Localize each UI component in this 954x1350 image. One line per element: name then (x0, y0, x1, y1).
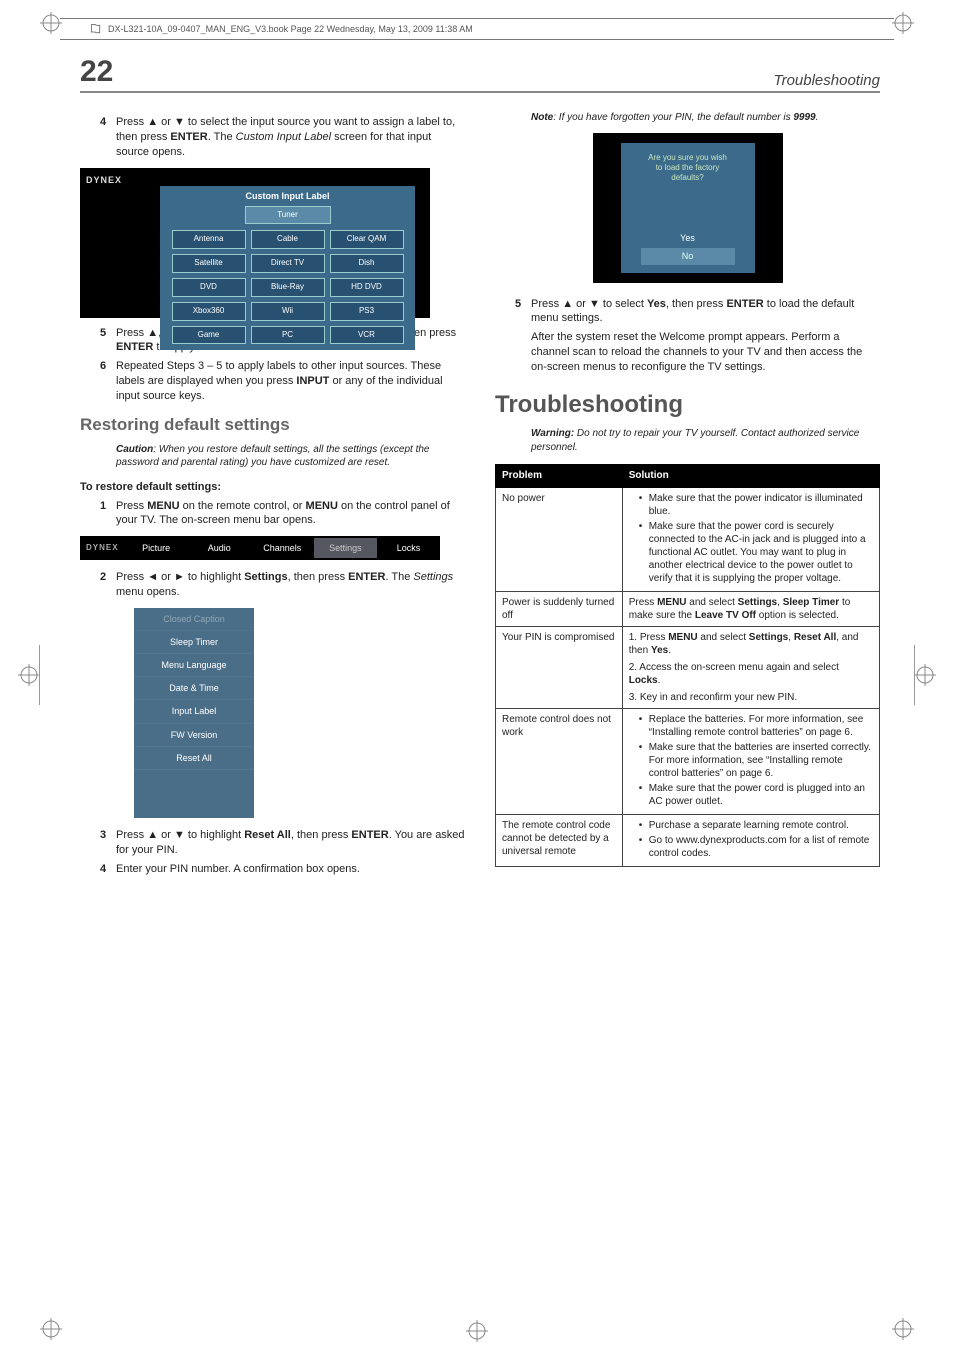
restoring-heading: Restoring default settings (80, 414, 465, 437)
troubleshooting-table: Problem Solution No powerMake sure that … (495, 464, 880, 867)
osd-logo: DYNEX (80, 543, 125, 554)
restore-step-4-text: Enter your PIN number. A confirmation bo… (116, 862, 465, 877)
book-icon (90, 23, 102, 35)
osd-label-cell: Game (172, 326, 246, 345)
table-row: No powerMake sure that the power indicat… (496, 487, 880, 591)
restore-step-4: 4 Enter your PIN number. A confirmation … (100, 862, 465, 877)
confirm-yes: Yes (641, 232, 735, 244)
problem-cell: Your PIN is compromised (496, 626, 623, 708)
print-header-text: DX-L321-10A_09-0407_MAN_ENG_V3.book Page… (108, 24, 473, 34)
running-head: Troubleshooting (774, 72, 880, 89)
crop-mark-icon (40, 1318, 62, 1340)
osd-tab-active: Settings (314, 538, 377, 558)
caution-text: : When you restore default settings, all… (116, 444, 429, 469)
table-row: The remote control code cannot be detect… (496, 814, 880, 866)
osd-label-cell: VCR (330, 326, 404, 345)
warning-note: Warning: Do not try to repair your TV yo… (531, 427, 880, 454)
osd-label-cell: PC (251, 326, 325, 345)
right-step-5-text: Press ▲ or ▼ to select Yes, then press E… (531, 297, 880, 327)
osd-tab: Channels (251, 538, 314, 558)
warning-text: Do not try to repair your TV yourself. C… (531, 428, 859, 453)
osd-title: Custom Input Label (160, 186, 415, 206)
problem-cell: Remote control does not work (496, 708, 623, 814)
osd-menu-item: Closed Caption (134, 608, 254, 631)
solution-cell: Press MENU and select Settings, Sleep Ti… (622, 591, 879, 626)
confirm-no: No (641, 248, 735, 264)
crop-mark-icon (892, 1318, 914, 1340)
solution-cell: Purchase a separate learning remote cont… (622, 814, 879, 866)
screenshot-settings-menu: Closed Caption Sleep Timer Menu Language… (134, 608, 254, 818)
page-header-bar: 22 Troubleshooting (80, 55, 880, 93)
osd-menu-item: Menu Language (134, 654, 254, 677)
note-lead: Note (531, 112, 553, 123)
warning-lead: Warning: (531, 428, 574, 439)
troubleshooting-heading: Troubleshooting (495, 389, 880, 421)
osd-label-cell: Blue-Ray (251, 278, 325, 297)
restore-step-2: 2 Press ◄ or ► to highlight Settings, th… (100, 570, 465, 600)
osd-tab: Locks (377, 538, 440, 558)
problem-cell: The remote control code cannot be detect… (496, 814, 623, 866)
osd-tuner-button: Tuner (245, 206, 331, 225)
restore-step-1: 1 Press MENU on the remote control, or M… (100, 499, 465, 529)
osd-label-grid: Antenna Cable Clear QAM Satellite Direct… (160, 230, 415, 344)
solution-cell: Make sure that the power indicator is il… (622, 487, 879, 591)
restore-step-2-text: Press ◄ or ► to highlight Settings, then… (116, 570, 465, 600)
side-strip (914, 645, 954, 705)
caution-lead: Caution (116, 444, 153, 455)
osd-menu-item: Input Label (134, 700, 254, 723)
osd-menu-item: Reset All (134, 747, 254, 770)
solution-cell: 1. Press MENU and select Settings, Reset… (622, 626, 879, 708)
screenshot-menubar: DYNEX Picture Audio Channels Settings Lo… (80, 536, 440, 560)
print-header-line: DX-L321-10A_09-0407_MAN_ENG_V3.book Page… (60, 18, 894, 40)
osd-tab: Audio (188, 538, 251, 558)
to-restore-heading: To restore default settings: (80, 480, 465, 495)
table-head-solution: Solution (622, 465, 879, 488)
osd-menu-item: Date & Time (134, 677, 254, 700)
side-strip (0, 645, 40, 705)
osd-logo: DYNEX (86, 174, 122, 186)
crop-mark-icon (892, 12, 914, 34)
osd-label-cell: Wii (251, 302, 325, 321)
osd-label-cell: Cable (251, 230, 325, 249)
osd-label-cell: Dish (330, 254, 404, 273)
step-4: 4 Press ▲ or ▼ to select the input sourc… (100, 115, 465, 160)
osd-label-cell: PS3 (330, 302, 404, 321)
crop-mark-icon (40, 12, 62, 34)
page-body: 22 Troubleshooting 4 Press ▲ or ▼ to sel… (80, 55, 880, 880)
crop-mark-icon (466, 1320, 488, 1342)
screenshot-confirm-dialog: Are you sure you wish to load the factor… (593, 133, 783, 283)
restore-step-3: 3 Press ▲ or ▼ to highlight Reset All, t… (100, 828, 465, 858)
osd-label-cell: Xbox360 (172, 302, 246, 321)
osd-menu-item: Sleep Timer (134, 631, 254, 654)
table-head-problem: Problem (496, 465, 623, 488)
page-number: 22 (80, 55, 113, 89)
step-6-text: Repeated Steps 3 – 5 to apply labels to … (116, 359, 465, 404)
solution-cell: Replace the batteries. For more informat… (622, 708, 879, 814)
osd-label-cell: Direct TV (251, 254, 325, 273)
osd-label-cell: DVD (172, 278, 246, 297)
step-4-text: Press ▲ or ▼ to select the input source … (116, 115, 465, 160)
restore-step-3-text: Press ▲ or ▼ to highlight Reset All, the… (116, 828, 465, 858)
osd-label-cell: HD DVD (330, 278, 404, 297)
note-line: Note: If you have forgotten your PIN, th… (531, 111, 880, 125)
table-row: Remote control does not workReplace the … (496, 708, 880, 814)
osd-label-cell: Antenna (172, 230, 246, 249)
right-step-5-cont: After the system reset the Welcome promp… (531, 330, 880, 375)
osd-tab: Picture (125, 538, 188, 558)
osd-label-cell: Satellite (172, 254, 246, 273)
problem-cell: Power is suddenly turned off (496, 591, 623, 626)
osd-label-cell: Clear QAM (330, 230, 404, 249)
table-row: Power is suddenly turned offPress MENU a… (496, 591, 880, 626)
table-row: Your PIN is compromised1. Press MENU and… (496, 626, 880, 708)
left-column: 4 Press ▲ or ▼ to select the input sourc… (80, 111, 465, 880)
right-column: Note: If you have forgotten your PIN, th… (495, 111, 880, 880)
problem-cell: No power (496, 487, 623, 591)
osd-menu-item: FW Version (134, 724, 254, 747)
screenshot-custom-input-label: DYNEX Custom Input Label Tuner Antenna C… (80, 168, 430, 318)
confirm-question: Are you sure you wish to load the factor… (621, 143, 755, 184)
caution-note: Caution: When you restore default settin… (116, 443, 465, 470)
restore-step-1-text: Press MENU on the remote control, or MEN… (116, 499, 465, 529)
step-6: 6 Repeated Steps 3 – 5 to apply labels t… (100, 359, 465, 404)
right-step-5: 5 Press ▲ or ▼ to select Yes, then press… (515, 297, 880, 327)
